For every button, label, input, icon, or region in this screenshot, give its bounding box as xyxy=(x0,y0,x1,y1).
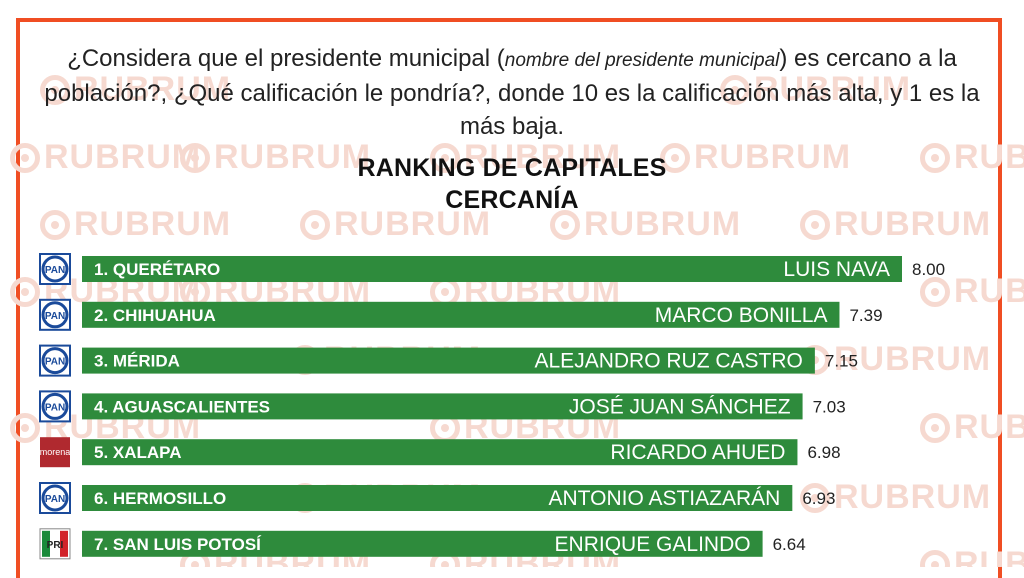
survey-question: ¿Considera que el presidente municipal (… xyxy=(40,42,984,143)
bar xyxy=(82,439,798,466)
bar-name-label: LUIS NAVA xyxy=(783,258,890,281)
pan-logo-ring xyxy=(41,484,69,512)
morena-logo-icon xyxy=(40,437,70,468)
chart-title: RANKING DE CAPITALES xyxy=(357,154,667,182)
bar xyxy=(82,256,902,282)
bar-value-label: 6.98 xyxy=(807,443,840,462)
question-part-1: ¿Considera que el presidente municipal ( xyxy=(67,45,505,72)
bar-name-label: JOSÉ JUAN SÁNCHEZ xyxy=(569,395,791,418)
bar-name-label: ENRIQUE GALINDO xyxy=(555,533,751,556)
bar xyxy=(82,347,815,374)
bar xyxy=(82,485,793,511)
bar xyxy=(82,301,840,328)
pan-logo-text: PAN xyxy=(45,494,65,505)
question-italic: nombre del presidente municipal xyxy=(504,50,780,71)
bar-category-label: 5. XALAPA xyxy=(94,443,182,462)
pan-logo-text: PAN xyxy=(45,311,65,322)
chart-subtitle: CERCANÍA xyxy=(445,186,579,214)
pri-logo-green xyxy=(42,530,50,557)
bar-name-label: ALEJANDRO RUZ CASTRO xyxy=(535,350,803,373)
bar-name-label: ANTONIO ASTIAZARÁN xyxy=(548,487,780,510)
bar-name-label: MARCO BONILLA xyxy=(655,304,828,327)
bar-value-label: 7.39 xyxy=(849,306,882,325)
bar-value-label: 8.00 xyxy=(912,260,945,279)
pri-logo-red xyxy=(60,530,68,557)
bar-value-label: 6.93 xyxy=(802,489,835,508)
pan-logo-text: PAN xyxy=(45,357,65,368)
bar-category-label: 1. QUERÉTARO xyxy=(94,260,220,279)
bar xyxy=(82,393,803,420)
pan-logo-ring xyxy=(41,347,69,375)
bar-category-label: 3. MÉRIDA xyxy=(94,352,180,371)
pan-logo-text: PAN xyxy=(45,402,65,413)
morena-logo-text: morena xyxy=(40,447,71,457)
bar xyxy=(82,530,763,557)
pan-logo-ring xyxy=(41,255,69,283)
bar-name-label: RICARDO AHUED xyxy=(610,441,785,464)
bar-category-label: 4. AGUASCALIENTES xyxy=(94,397,270,416)
question-part-2: ) es cercano a la población?, ¿Qué calif… xyxy=(44,45,980,140)
pri-logo-text: PRI xyxy=(47,540,64,551)
bar-value-label: 7.15 xyxy=(825,352,858,371)
bar-value-label: 6.64 xyxy=(773,535,806,554)
bar-category-label: 7. SAN LUIS POTOSÍ xyxy=(94,535,262,554)
bar-value-label: 7.03 xyxy=(813,397,846,416)
pan-logo-text: PAN xyxy=(45,265,65,276)
bar-category-label: 6. HERMOSILLO xyxy=(94,489,226,508)
pan-logo-ring xyxy=(41,301,69,329)
pan-logo-ring xyxy=(41,392,69,420)
bar-category-label: 2. CHIHUAHUA xyxy=(94,306,216,325)
